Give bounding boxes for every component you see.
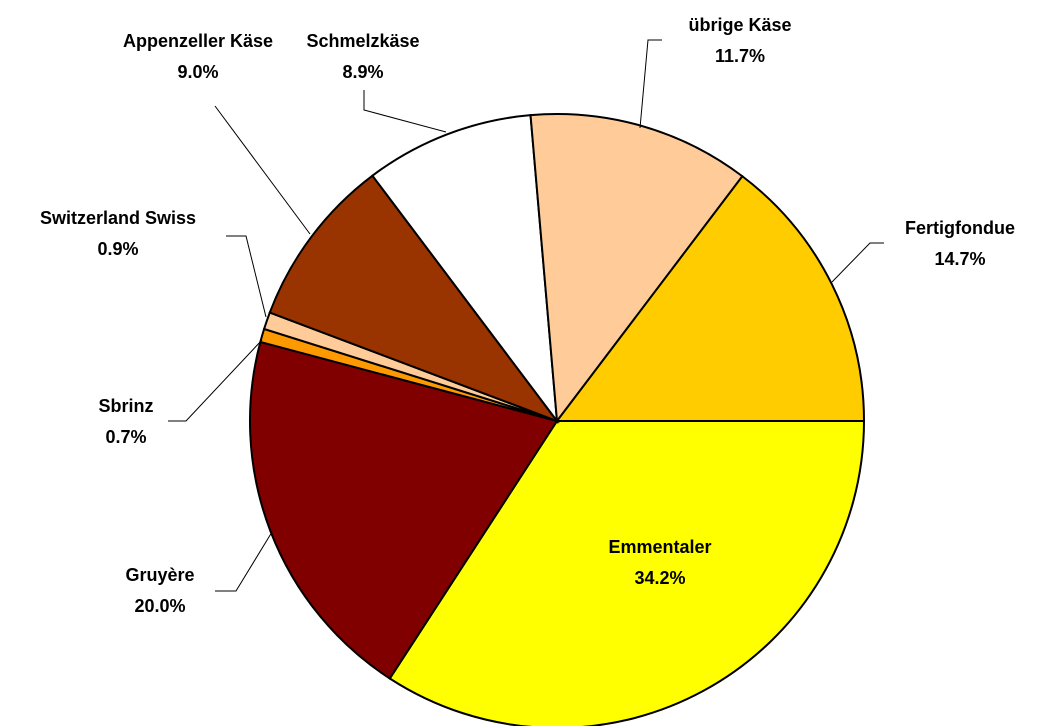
pie-slice: [529, 113, 744, 424]
pie-slice: [371, 114, 559, 425]
slice-label: Appenzeller Käse: [123, 31, 273, 51]
leader-line: [215, 531, 273, 592]
leader-line: [168, 339, 263, 422]
leader-line: [363, 90, 447, 133]
leader-line: [831, 242, 884, 283]
slice-value-label: 0.9%: [97, 239, 138, 259]
leader-line: [639, 39, 662, 129]
slice-label: übrige Käse: [688, 15, 791, 35]
leader-line: [214, 105, 311, 235]
slice-label: Emmentaler: [608, 537, 711, 557]
leader-line: [226, 235, 267, 318]
slice-label: Gruyère: [125, 565, 194, 585]
slice-value-label: 20.0%: [134, 596, 185, 616]
slice-value-label: 9.0%: [177, 62, 218, 82]
pie-slice: [249, 340, 559, 680]
slice-label: Switzerland Swiss: [40, 208, 196, 228]
slice-value-label: 14.7%: [934, 249, 985, 269]
slice-label: Fertigfondue: [905, 218, 1015, 238]
pie-slice: [268, 174, 560, 424]
slice-label: Schmelzkäse: [306, 31, 419, 51]
slice-value-label: 8.9%: [342, 62, 383, 82]
slice-value-label: 34.2%: [634, 568, 685, 588]
slice-value-label: 0.7%: [105, 427, 146, 447]
pie-slice: [554, 174, 866, 422]
slice-label: Sbrinz: [98, 396, 153, 416]
slice-value-label: 11.7%: [715, 46, 765, 66]
